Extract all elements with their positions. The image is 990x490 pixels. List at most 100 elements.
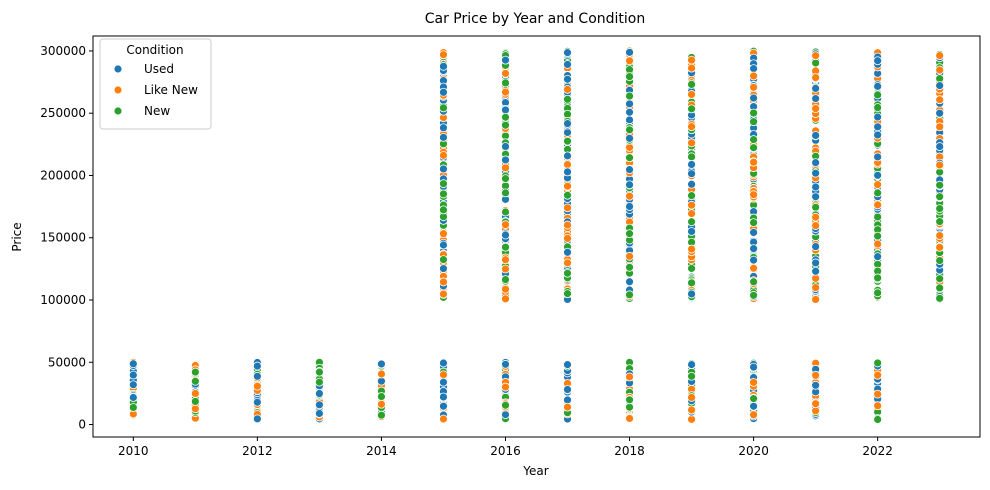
data-point-new bbox=[687, 152, 696, 162]
data-point-like-new bbox=[501, 264, 510, 274]
data-point-like-new bbox=[687, 200, 696, 210]
data-point-used bbox=[625, 47, 634, 57]
data-point-used bbox=[252, 397, 262, 407]
data-point-used bbox=[625, 277, 634, 287]
legend-label: New bbox=[144, 104, 170, 118]
data-point-like-new bbox=[935, 65, 945, 75]
data-point-new bbox=[873, 273, 883, 283]
data-point-used bbox=[873, 170, 883, 180]
data-point-used bbox=[501, 410, 510, 420]
data-point-like-new bbox=[687, 138, 696, 148]
data-point-like-new bbox=[625, 414, 634, 423]
legend-marker bbox=[113, 106, 123, 116]
data-point-like-new bbox=[501, 87, 510, 97]
data-point-used bbox=[501, 105, 510, 115]
data-point-new bbox=[873, 90, 883, 100]
data-point-new bbox=[501, 242, 510, 252]
data-point-new bbox=[563, 136, 572, 146]
data-point-like-new bbox=[625, 372, 634, 382]
data-point-like-new bbox=[625, 191, 634, 201]
data-point-used bbox=[563, 360, 572, 370]
data-point-used bbox=[377, 359, 386, 369]
data-point-new bbox=[314, 377, 324, 387]
data-point-used bbox=[625, 99, 634, 109]
data-point-used bbox=[439, 264, 448, 273]
data-point-like-new bbox=[501, 163, 510, 173]
data-point-new bbox=[687, 104, 696, 114]
data-point-used bbox=[252, 371, 262, 381]
data-point-like-new bbox=[935, 160, 945, 170]
data-point-used bbox=[811, 266, 821, 276]
data-point-like-new bbox=[501, 382, 510, 392]
data-point-like-new bbox=[501, 255, 510, 265]
data-point-new bbox=[439, 255, 448, 265]
data-point-like-new bbox=[811, 295, 821, 304]
data-point-new bbox=[687, 278, 696, 288]
data-point-used bbox=[873, 130, 883, 140]
legend-marker bbox=[113, 85, 123, 95]
data-point-used bbox=[563, 151, 572, 161]
data-point-like-new bbox=[873, 370, 883, 380]
data-point-used bbox=[128, 359, 138, 369]
data-point-new bbox=[439, 189, 448, 199]
data-point-like-new bbox=[563, 84, 572, 94]
data-point-new bbox=[811, 58, 821, 68]
data-point-like-new bbox=[687, 414, 696, 424]
data-point-new bbox=[563, 94, 572, 104]
legend-marker bbox=[113, 64, 123, 74]
data-point-used bbox=[563, 48, 572, 58]
data-point-like-new bbox=[687, 209, 696, 218]
data-point-used bbox=[687, 179, 696, 189]
data-point-like-new bbox=[935, 231, 945, 240]
data-point-used bbox=[501, 55, 510, 65]
data-point-new bbox=[935, 192, 945, 202]
data-point-like-new bbox=[563, 220, 572, 230]
data-point-new bbox=[314, 367, 324, 377]
data-point-like-new bbox=[563, 233, 572, 243]
data-point-used bbox=[439, 132, 448, 142]
data-point-like-new bbox=[687, 405, 696, 415]
data-point-used bbox=[625, 115, 634, 125]
data-point-used bbox=[687, 169, 696, 179]
data-point-like-new bbox=[873, 401, 883, 411]
data-point-used bbox=[687, 289, 696, 299]
x-tick-label: 2012 bbox=[242, 444, 273, 458]
data-point-new bbox=[190, 397, 200, 406]
data-point-used bbox=[439, 164, 448, 174]
data-point-new bbox=[935, 256, 945, 265]
x-axis: 2010 2012 2014 2016 2018 2020 2022 bbox=[118, 437, 893, 458]
y-tick-label: 300000 bbox=[40, 44, 86, 58]
data-point-like-new bbox=[873, 180, 883, 190]
data-point-used bbox=[314, 389, 324, 398]
data-point-like-new bbox=[811, 51, 821, 61]
data-point-new bbox=[749, 277, 758, 287]
data-point-new bbox=[749, 394, 758, 404]
data-point-used bbox=[811, 94, 821, 103]
legend: Condition Used Like New New bbox=[99, 38, 212, 130]
data-point-like-new bbox=[563, 181, 572, 191]
data-point-new bbox=[501, 112, 510, 122]
data-point-like-new bbox=[377, 369, 386, 379]
data-point-like-new bbox=[563, 160, 572, 169]
data-point-used bbox=[873, 252, 883, 262]
data-point-new bbox=[687, 80, 696, 89]
data-point-used bbox=[439, 61, 448, 71]
data-point-new bbox=[873, 103, 883, 112]
legend-box bbox=[99, 38, 212, 130]
data-point-like-new bbox=[811, 283, 821, 292]
data-point-new bbox=[625, 91, 634, 101]
data-point-like-new bbox=[687, 392, 696, 402]
data-point-used bbox=[749, 401, 758, 411]
data-point-new bbox=[749, 290, 758, 300]
data-point-used bbox=[811, 258, 821, 268]
data-point-like-new bbox=[935, 242, 945, 252]
legend-label: Used bbox=[144, 62, 174, 76]
data-point-new bbox=[501, 174, 510, 184]
data-point-like-new bbox=[563, 402, 572, 412]
data-point-used bbox=[252, 361, 262, 371]
data-point-like-new bbox=[687, 90, 696, 99]
data-point-new bbox=[563, 289, 572, 299]
y-tick-label: 50000 bbox=[48, 355, 86, 369]
data-point-new bbox=[625, 262, 634, 272]
data-point-like-new bbox=[190, 404, 200, 414]
